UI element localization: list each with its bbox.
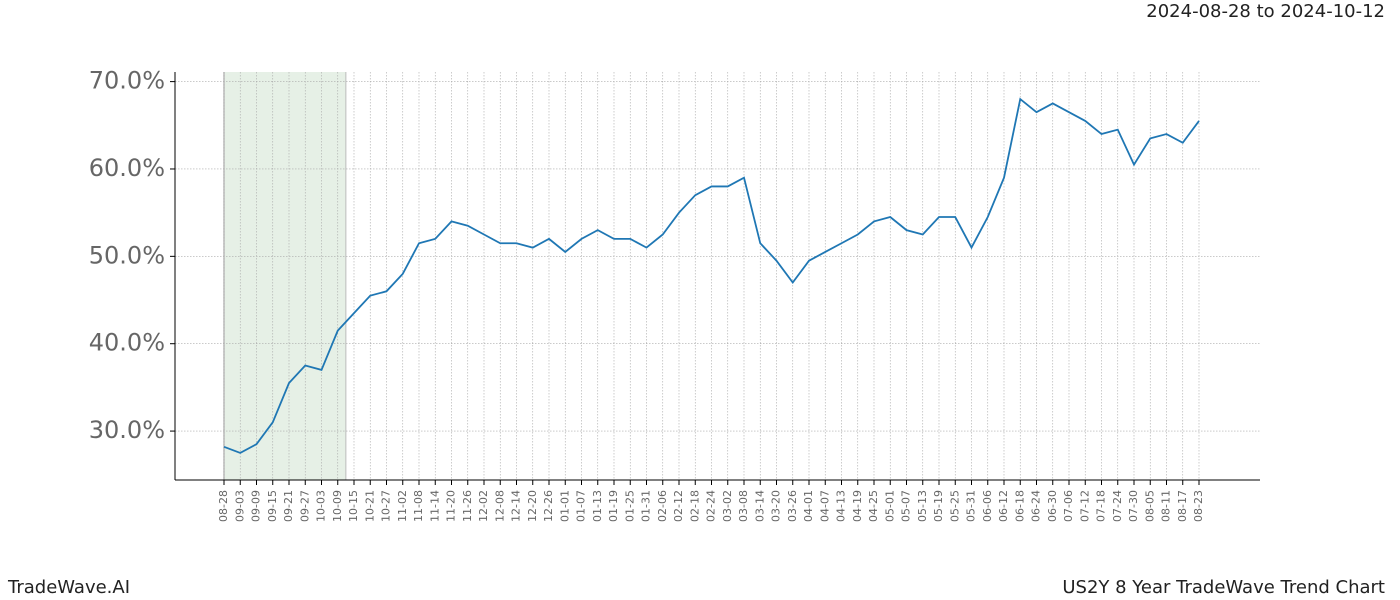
x-tick-label: 10-15 xyxy=(347,490,360,522)
x-tick-label: 06-30 xyxy=(1046,490,1059,522)
x-tick-label: 07-06 xyxy=(1062,490,1075,522)
x-tick-label: 01-01 xyxy=(558,490,571,522)
x-tick-label: 10-21 xyxy=(363,490,376,522)
x-tick-label: 04-13 xyxy=(835,490,848,522)
x-tick-label: 06-24 xyxy=(1030,490,1043,522)
brand: TradeWave.AI xyxy=(7,577,130,598)
x-tick-label: 07-24 xyxy=(1111,490,1124,522)
x-tick-label: 06-06 xyxy=(981,490,994,522)
x-tick-label: 03-08 xyxy=(737,490,750,522)
x-tick-label: 05-01 xyxy=(883,490,896,522)
y-tick-label: 70.0% xyxy=(89,67,165,95)
x-tick-label: 08-11 xyxy=(1160,490,1173,522)
y-tick-label: 50.0% xyxy=(89,241,165,269)
x-tick-label: 12-02 xyxy=(477,490,490,522)
x-tick-label: 12-14 xyxy=(510,490,523,522)
y-tick-label: 60.0% xyxy=(89,154,165,182)
x-tick-label: 11-08 xyxy=(412,490,425,522)
x-tick-label: 08-17 xyxy=(1176,490,1189,522)
x-tick-label: 09-03 xyxy=(233,490,246,522)
x-tick-label: 04-25 xyxy=(867,490,880,522)
x-tick-label: 09-27 xyxy=(298,490,311,522)
x-tick-label: 11-14 xyxy=(428,490,441,522)
x-tick-label: 12-26 xyxy=(542,490,555,522)
x-tick-label: 01-19 xyxy=(607,490,620,522)
y-tick-label: 30.0% xyxy=(89,416,165,444)
x-tick-label: 01-25 xyxy=(623,490,636,522)
x-tick-label: 02-24 xyxy=(705,490,718,522)
x-tick-label: 08-28 xyxy=(217,490,230,522)
x-tick-label: 09-15 xyxy=(266,490,279,522)
x-tick-label: 05-13 xyxy=(916,490,929,522)
x-tick-label: 12-08 xyxy=(493,490,506,522)
x-tick-label: 10-03 xyxy=(315,490,328,522)
x-tick-label: 06-18 xyxy=(1013,490,1026,522)
x-tick-label: 04-01 xyxy=(802,490,815,522)
x-tick-label: 01-13 xyxy=(591,490,604,522)
chart-title: US2Y 8 Year TradeWave Trend Chart xyxy=(1062,577,1385,598)
x-tick-label: 09-09 xyxy=(250,490,263,522)
x-tick-label: 05-31 xyxy=(965,490,978,522)
x-tick-label: 06-12 xyxy=(997,490,1010,522)
x-tick-label: 02-06 xyxy=(656,490,669,522)
date-range: 2024-08-28 to 2024-10-12 xyxy=(1146,1,1385,22)
x-tick-label: 05-19 xyxy=(932,490,945,522)
x-tick-label: 03-20 xyxy=(770,490,783,522)
x-tick-label: 01-31 xyxy=(640,490,653,522)
x-tick-label: 02-18 xyxy=(688,490,701,522)
x-tick-label: 04-19 xyxy=(851,490,864,522)
x-tick-label: 09-21 xyxy=(282,490,295,522)
x-tick-label: 08-05 xyxy=(1143,490,1156,522)
x-tick-label: 11-20 xyxy=(445,490,458,522)
highlight-region xyxy=(224,72,346,480)
x-tick-label: 11-02 xyxy=(396,490,409,522)
x-tick-label: 12-20 xyxy=(526,490,539,522)
x-tick-label: 03-26 xyxy=(786,490,799,522)
y-tick-label: 40.0% xyxy=(89,329,165,357)
x-tick-label: 07-12 xyxy=(1078,490,1091,522)
x-tick-label: 07-18 xyxy=(1095,490,1108,522)
x-tick-label: 01-07 xyxy=(575,490,588,522)
x-tick-label: 10-27 xyxy=(380,490,393,522)
x-tick-label: 08-23 xyxy=(1192,490,1205,522)
trend-line xyxy=(223,97,1200,454)
x-tick-label: 05-07 xyxy=(900,490,913,522)
x-tick-label: 04-07 xyxy=(818,490,831,522)
x-tick-label: 10-09 xyxy=(331,490,344,522)
x-tick-label: 05-25 xyxy=(948,490,961,522)
x-tick-label: 11-26 xyxy=(461,490,474,522)
x-tick-label: 03-14 xyxy=(753,490,766,522)
x-tick-label: 02-12 xyxy=(672,490,685,522)
x-tick-label: 07-30 xyxy=(1127,490,1140,522)
x-tick-label: 03-02 xyxy=(721,490,734,522)
